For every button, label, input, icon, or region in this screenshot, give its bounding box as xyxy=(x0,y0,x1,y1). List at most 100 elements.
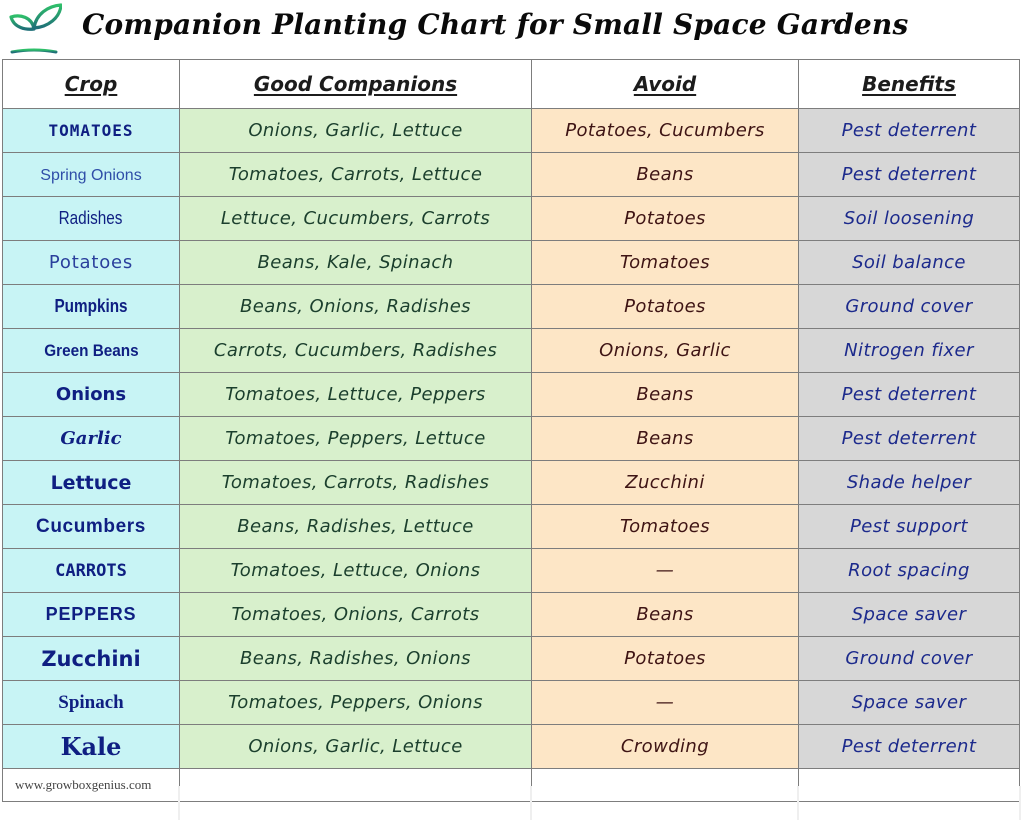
crop-name: Potatoes xyxy=(48,252,134,273)
benefit-cell: Soil loosening xyxy=(798,196,1020,241)
avoid-cell: Beans xyxy=(531,372,799,417)
footer-row: www.growboxgenius.com xyxy=(2,768,1020,802)
crop-cell: TOMATOES xyxy=(2,108,180,153)
crop-name: Radishes xyxy=(59,208,123,228)
table-row: PEPPERS Tomatoes, Onions, Carrots Beans … xyxy=(2,592,1020,637)
website-credit: www.growboxgenius.com xyxy=(2,768,180,802)
benefit-cell: Ground cover xyxy=(798,284,1020,329)
table-row: Onions Tomatoes, Lettuce, Peppers Beans … xyxy=(2,372,1020,417)
good-companions-cell: Lettuce, Cucumbers, Carrots xyxy=(179,196,532,241)
good-companions-cell: Tomatoes, Onions, Carrots xyxy=(179,592,532,637)
table-row: Spinach Tomatoes, Peppers, Onions — Spac… xyxy=(2,680,1020,725)
crop-name: Garlic xyxy=(60,428,122,449)
crop-name: TOMATOES xyxy=(48,121,134,140)
avoid-cell: Tomatoes xyxy=(531,240,799,285)
crop-cell: PEPPERS xyxy=(2,592,180,637)
crop-name: CARROTS xyxy=(55,561,127,581)
good-companions-cell: Onions, Garlic, Lettuce xyxy=(179,724,532,769)
good-companions-cell: Tomatoes, Lettuce, Peppers xyxy=(179,372,532,417)
table-row: Potatoes Beans, Kale, Spinach Tomatoes S… xyxy=(2,240,1020,285)
crop-cell: Potatoes xyxy=(2,240,180,285)
crop-cell: Onions xyxy=(2,372,180,417)
footer-empty-cell xyxy=(179,768,532,802)
crop-cell: Lettuce xyxy=(2,460,180,505)
table-row: Lettuce Tomatoes, Carrots, Radishes Zucc… xyxy=(2,460,1020,505)
benefit-cell: Pest deterrent xyxy=(798,108,1020,153)
good-companions-cell: Tomatoes, Lettuce, Onions xyxy=(179,548,532,593)
footer-empty-cell xyxy=(531,768,799,802)
benefit-cell: Pest deterrent xyxy=(798,152,1020,197)
good-companions-cell: Tomatoes, Peppers, Onions xyxy=(179,680,532,725)
crop-name: Onions xyxy=(55,384,127,405)
good-companions-cell: Beans, Radishes, Onions xyxy=(179,636,532,681)
benefit-cell: Pest deterrent xyxy=(798,724,1020,769)
benefit-cell: Space saver xyxy=(798,592,1020,637)
avoid-cell: Tomatoes xyxy=(531,504,799,549)
crop-cell: Spinach xyxy=(2,680,180,725)
avoid-cell: Potatoes, Cucumbers xyxy=(531,108,799,153)
table-row: TOMATOES Onions, Garlic, Lettuce Potatoe… xyxy=(2,108,1020,153)
crop-name: Cucumbers xyxy=(36,515,146,537)
crop-name: PEPPERS xyxy=(45,604,137,624)
crop-name: Spring Onions xyxy=(40,167,142,184)
good-companions-cell: Carrots, Cucumbers, Radishes xyxy=(179,328,532,373)
avoid-cell: Onions, Garlic xyxy=(531,328,799,373)
column-header-good-companions: Good Companions xyxy=(179,59,532,109)
grid-divider xyxy=(178,786,180,820)
benefit-cell: Soil balance xyxy=(798,240,1020,285)
grid-divider xyxy=(530,786,532,820)
benefit-cell: Ground cover xyxy=(798,636,1020,681)
benefit-cell: Root spacing xyxy=(798,548,1020,593)
footer-empty-cell xyxy=(798,768,1020,802)
table-row: Garlic Tomatoes, Peppers, Lettuce Beans … xyxy=(2,416,1020,461)
table-header-row: Crop Good Companions Avoid Benefits xyxy=(2,59,1020,109)
table-row: Kale Onions, Garlic, Lettuce Crowding Pe… xyxy=(2,724,1020,769)
crop-name: Spinach xyxy=(58,691,124,713)
crop-cell: Radishes xyxy=(2,196,180,241)
table-row: Radishes Lettuce, Cucumbers, Carrots Pot… xyxy=(2,196,1020,241)
table-row: Pumpkins Beans, Onions, Radishes Potatoe… xyxy=(2,284,1020,329)
avoid-cell: Zucchini xyxy=(531,460,799,505)
column-header-benefits: Benefits xyxy=(798,59,1020,109)
good-companions-cell: Tomatoes, Carrots, Lettuce xyxy=(179,152,532,197)
avoid-cell: Beans xyxy=(531,592,799,637)
crop-cell: Zucchini xyxy=(2,636,180,681)
good-companions-cell: Beans, Kale, Spinach xyxy=(179,240,532,285)
benefit-cell: Shade helper xyxy=(798,460,1020,505)
avoid-cell: Crowding xyxy=(531,724,799,769)
avoid-cell: Beans xyxy=(531,152,799,197)
good-companions-cell: Tomatoes, Peppers, Lettuce xyxy=(179,416,532,461)
column-header-crop: Crop xyxy=(2,59,180,109)
crop-name: Lettuce xyxy=(50,471,132,494)
sprout-icon xyxy=(9,3,62,54)
good-companions-cell: Beans, Radishes, Lettuce xyxy=(179,504,532,549)
avoid-cell: Beans xyxy=(531,416,799,461)
benefit-cell: Pest deterrent xyxy=(798,416,1020,461)
column-header-avoid: Avoid xyxy=(531,59,799,109)
crop-cell: Garlic xyxy=(2,416,180,461)
crop-name: Zucchini xyxy=(41,646,141,671)
crop-cell: Kale xyxy=(2,724,180,769)
crop-cell: Spring Onions xyxy=(2,152,180,197)
crop-cell: Green Beans xyxy=(2,328,180,373)
avoid-cell: Potatoes xyxy=(531,196,799,241)
crop-name: Pumpkins xyxy=(54,296,128,316)
table-row: Zucchini Beans, Radishes, Onions Potatoe… xyxy=(2,636,1020,681)
benefit-cell: Pest deterrent xyxy=(798,372,1020,417)
crop-cell: Cucumbers xyxy=(2,504,180,549)
crop-cell: Pumpkins xyxy=(2,284,180,329)
crop-name: Green Beans xyxy=(43,341,139,360)
avoid-cell: — xyxy=(531,680,799,725)
good-companions-cell: Beans, Onions, Radishes xyxy=(179,284,532,329)
table-row: Green Beans Carrots, Cucumbers, Radishes… xyxy=(2,328,1020,373)
avoid-cell: Potatoes xyxy=(531,284,799,329)
avoid-cell: Potatoes xyxy=(531,636,799,681)
benefit-cell: Pest support xyxy=(798,504,1020,549)
good-companions-cell: Onions, Garlic, Lettuce xyxy=(179,108,532,153)
good-companions-cell: Tomatoes, Carrots, Radishes xyxy=(179,460,532,505)
table-row: CARROTS Tomatoes, Lettuce, Onions — Root… xyxy=(2,548,1020,593)
table-row: Cucumbers Beans, Radishes, Lettuce Tomat… xyxy=(2,504,1020,549)
grid-divider xyxy=(1019,786,1021,820)
page-title: Companion Planting Chart for Small Space… xyxy=(82,8,909,41)
benefit-cell: Nitrogen fixer xyxy=(798,328,1020,373)
